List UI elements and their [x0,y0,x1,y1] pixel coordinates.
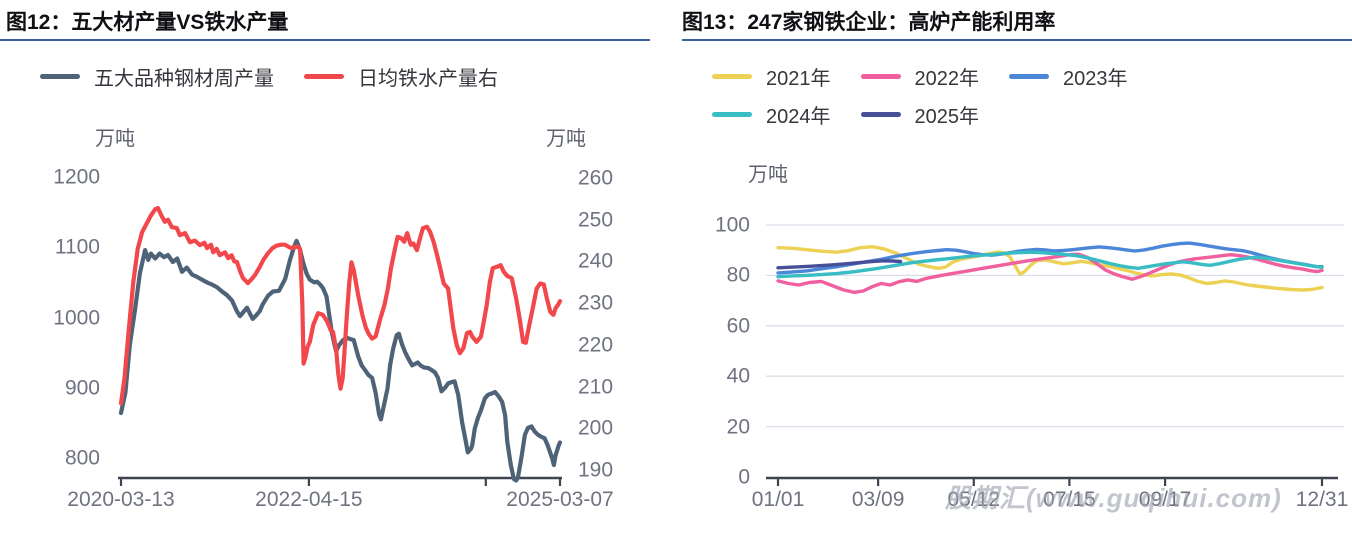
axis-title-left-chart-right: 万吨 [546,128,586,150]
legend-swatch-2024 [712,112,752,117]
legend-swatch-2021 [712,74,752,79]
legend-swatch-weekly-output [40,74,80,79]
legend-item-2024: 2024年 [712,100,831,129]
chart-title-right: 图13：247家钢铁企业：高炉产能利用率 [682,11,1056,34]
legend-label-2023: 2023年 [1063,68,1128,90]
legend-label-2025: 2025年 [914,106,980,128]
title-divider-left [0,39,650,41]
legend-item-weekly-output: 五大品种钢材周产量 [40,62,274,91]
legend-item-2025: 2025年 [860,100,980,129]
legend-item-2022: 2022年 [860,62,980,91]
title-divider-right [682,39,1352,41]
legend-left-chart: 五大品种钢材周产量 日均铁水产量右 [40,62,528,91]
legend-swatch-2023 [1009,74,1049,79]
legend-swatch-2022 [860,74,901,79]
legend-label-weekly-output: 五大品种钢材周产量 [94,68,274,90]
legend-item-2021: 2021年 [712,62,831,91]
series-日均铁水产量右 [118,205,563,406]
series-2024年 [776,250,1324,279]
series-2025年 [776,259,903,270]
axis-title-right-chart: 万吨 [748,164,788,186]
chart-title-left: 图12：五大材产量VS铁水产量 [6,11,289,34]
axis-title-left-chart-left: 万吨 [95,128,135,150]
series-2021年 [776,244,1324,292]
legend-label-hot-metal: 日均铁水产量右 [358,68,498,90]
legend-swatch-hot-metal [304,74,344,79]
legend-item-hot-metal: 日均铁水产量右 [304,62,498,91]
legend-label-2022: 2022年 [914,68,980,90]
legend-swatch-2025 [860,112,901,117]
legend-right-chart-row2: 2024年 2025年 [712,100,1009,129]
legend-item-2023: 2023年 [1009,62,1128,91]
legend-label-2021: 2021年 [766,68,831,90]
series-2023年 [776,241,1324,275]
legend-label-2024: 2024年 [766,106,831,128]
series-五大品种钢材周产量 [118,238,563,483]
legend-right-chart-row1: 2021年 2022年 2023年 [712,62,1158,91]
